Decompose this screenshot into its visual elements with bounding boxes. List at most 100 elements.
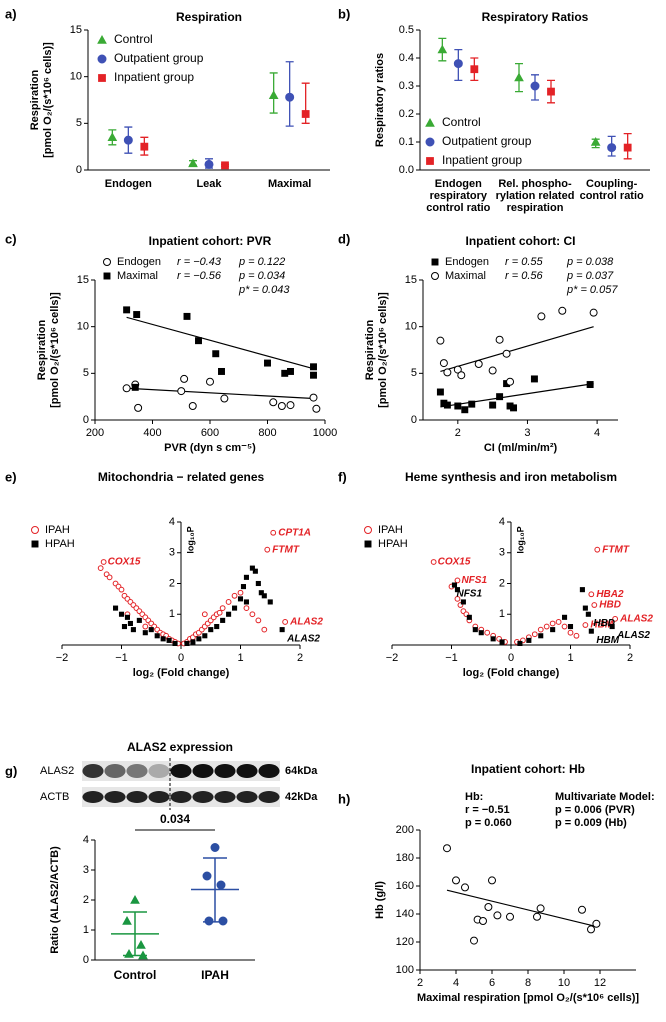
y-tick-label: 0.0 — [399, 164, 414, 176]
panel-label: b) — [338, 6, 350, 21]
blot-band — [170, 791, 192, 803]
y-tick-label: 100 — [396, 964, 414, 976]
data-point — [206, 377, 214, 386]
data-point — [221, 161, 229, 170]
data-point — [243, 605, 250, 611]
data-point — [133, 311, 141, 319]
data-point — [436, 388, 444, 396]
data-point — [466, 614, 472, 620]
data-point — [258, 590, 264, 596]
legend-marker — [364, 526, 372, 534]
data-point — [188, 158, 198, 168]
data-point — [123, 135, 133, 145]
x-tick-label: 600 — [201, 427, 219, 439]
y-axis-label: [pmol O₂/(s*10⁶ cells)] — [42, 42, 54, 158]
annotation: Multivariate Model: — [555, 791, 655, 803]
data-point — [453, 365, 462, 374]
y-tick-label: 3 — [169, 547, 175, 559]
data-point — [531, 631, 538, 638]
y-axis-label: Respiration — [36, 319, 48, 380]
data-point — [184, 640, 190, 647]
x-tick-label: 0 — [178, 652, 184, 664]
x-tick-label: 1 — [237, 652, 243, 664]
data-point — [550, 627, 556, 633]
x-tick-label: 2 — [297, 652, 303, 664]
y-axis-label: log₁₀P — [185, 526, 195, 553]
data-point — [240, 584, 247, 590]
data-point — [490, 636, 496, 642]
data-point — [510, 404, 518, 412]
data-point — [196, 636, 202, 642]
legend-label: HPAH — [45, 538, 75, 550]
x-tick-label: Maximal — [268, 178, 311, 190]
annotation: p = 0.006 (PVR) — [555, 804, 635, 816]
data-point — [208, 627, 214, 633]
y-tick-label: 1 — [169, 608, 175, 620]
data-point — [607, 143, 617, 153]
y-axis-label: Respiration — [29, 69, 41, 130]
x-tick-label: 800 — [258, 427, 276, 439]
legend-label: HPAH — [378, 538, 408, 550]
x-axis-label: CI (ml/min/m²) — [484, 442, 558, 454]
x-tick-label: 10 — [558, 977, 570, 989]
data-point — [220, 617, 226, 623]
y-axis-label: Hb (g/l) — [374, 881, 386, 919]
legend-marker — [97, 54, 107, 64]
data-point — [130, 627, 136, 633]
data-point — [479, 917, 487, 925]
y-tick-label: 4 — [169, 516, 175, 528]
data-point — [195, 337, 202, 345]
data-point — [220, 394, 229, 403]
y-tick-label: 0 — [83, 954, 89, 966]
data-point — [484, 903, 493, 911]
data-point — [488, 366, 497, 375]
y-tick-label: 120 — [396, 936, 414, 948]
data-point — [122, 915, 132, 925]
data-point — [514, 72, 524, 82]
data-point — [204, 159, 214, 169]
blot-band — [258, 764, 280, 778]
labeled-point — [612, 615, 619, 622]
x-tick-label: −2 — [56, 652, 69, 664]
x-tick-label: 2 — [627, 652, 633, 664]
gene-label: HBM — [590, 620, 613, 631]
gene-label: HBM — [596, 635, 619, 646]
data-point — [561, 623, 568, 630]
data-point — [309, 393, 318, 402]
data-point — [113, 605, 119, 611]
x-tick-label: 2 — [455, 427, 461, 439]
legend-label: Maximal — [445, 270, 486, 282]
legend-marker — [426, 157, 434, 165]
blot-band — [104, 764, 126, 778]
x-tick-label: Coupling- — [586, 178, 638, 190]
data-point — [587, 925, 595, 934]
blot-band — [192, 764, 214, 778]
x-axis-label: PVR (dyn s cm⁻⁵) — [164, 442, 256, 454]
data-point — [567, 624, 574, 630]
y-axis-label: Respiration — [364, 319, 376, 380]
labeled-point — [270, 529, 277, 536]
x-tick-label: respiration — [507, 202, 564, 214]
data-point — [470, 65, 479, 74]
gene-label: ALAS2 — [616, 630, 650, 641]
data-point — [121, 624, 128, 630]
annotation: r = −0.51 — [465, 804, 510, 816]
data-point — [216, 880, 226, 890]
legend-label: Inpatient group — [114, 70, 194, 84]
legend-label: IPAH — [378, 524, 403, 536]
x-tick-label: 6 — [489, 977, 495, 989]
y-tick-label: 0.5 — [399, 24, 414, 36]
legend-marker — [98, 74, 106, 82]
y-tick-label: 0.2 — [399, 108, 414, 120]
data-point — [231, 592, 238, 599]
data-point — [210, 843, 220, 852]
annotation: p* = 0.043 — [238, 284, 290, 296]
labeled-point — [451, 582, 458, 588]
x-tick-label: IPAH — [201, 968, 229, 982]
blot-size-label: 42kDa — [285, 791, 318, 803]
labeled-point — [609, 624, 615, 630]
data-point — [202, 871, 212, 881]
y-tick-label: 1 — [499, 608, 505, 620]
data-point — [301, 110, 310, 118]
data-point — [454, 587, 460, 593]
